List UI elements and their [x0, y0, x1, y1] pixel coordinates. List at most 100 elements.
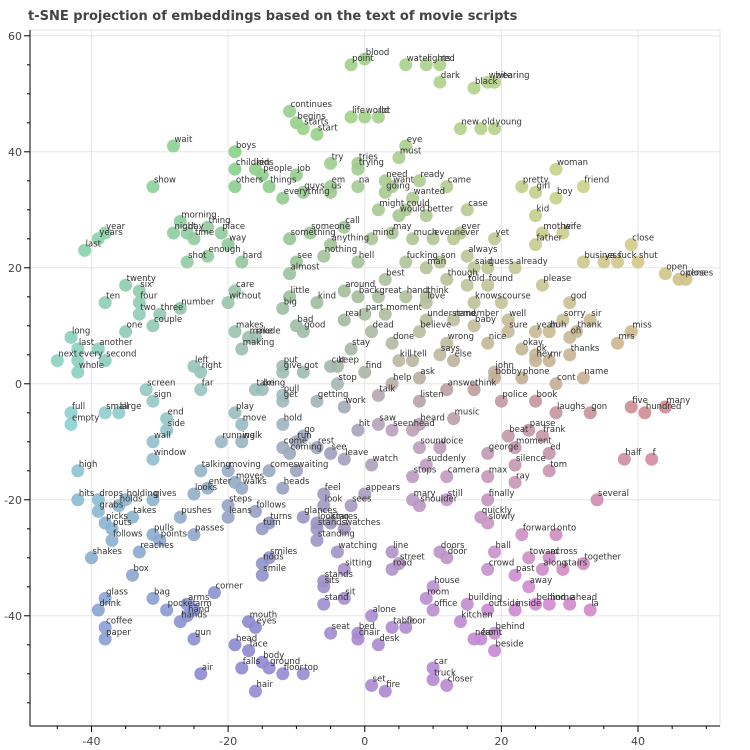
point-wrong: [440, 336, 454, 350]
x-tick-label: -40: [83, 735, 101, 748]
point-lights: [419, 58, 433, 72]
point-label: eyes: [256, 616, 276, 626]
point-label: part: [366, 303, 384, 313]
point-label: boys: [236, 141, 257, 151]
point-moment: [508, 441, 522, 455]
point-label: alone: [373, 605, 396, 615]
point-across: [542, 551, 556, 565]
point-must: [392, 151, 406, 165]
point-steps: [221, 499, 235, 513]
point-label: far: [202, 379, 214, 389]
point-stairs: [556, 562, 570, 576]
point-label: seen: [393, 419, 413, 429]
point-label: year: [106, 222, 125, 232]
point-label: watch: [373, 454, 399, 464]
point-label: us: [332, 181, 342, 191]
point-label: kill: [400, 350, 412, 360]
point-close: [624, 238, 638, 252]
point-label: hard: [243, 251, 262, 261]
point-almost: [283, 267, 297, 281]
point-points: [153, 533, 167, 547]
point-though: [440, 272, 454, 286]
point-nothing: [317, 249, 331, 263]
point-label: twenty: [127, 274, 156, 284]
point-label: thing: [209, 216, 231, 226]
point-label: must: [400, 147, 422, 157]
point-label: small: [106, 402, 129, 412]
point-eye: [399, 139, 413, 153]
point-hey: [529, 354, 543, 368]
point-label: across: [550, 547, 578, 557]
point-front: [474, 632, 488, 646]
point-label: think: [475, 379, 496, 389]
point-last: [71, 342, 85, 356]
point-feel: [317, 487, 331, 501]
point-label: side: [168, 419, 185, 429]
point-label: voice: [441, 437, 464, 447]
point-label: beat: [509, 425, 529, 435]
point-watch: [365, 458, 379, 472]
point-help: [385, 377, 399, 391]
point-label: wife: [564, 222, 582, 232]
point-label: show: [154, 176, 176, 186]
point-hand: [399, 290, 413, 304]
point-label: last: [79, 338, 95, 348]
point-label: else: [455, 350, 472, 360]
point-talk: [371, 388, 385, 402]
point-new: [453, 122, 467, 136]
point-small: [98, 406, 112, 420]
point-label: one: [127, 321, 143, 331]
point-label: ground: [270, 657, 300, 667]
point-another: [91, 342, 105, 356]
point-old: [474, 122, 488, 136]
point-whole: [71, 365, 85, 379]
point-label: way: [229, 234, 246, 244]
point-label: toward: [530, 547, 559, 557]
point-smile: [255, 568, 269, 582]
point-label: comes: [270, 460, 298, 470]
point-label: could: [407, 199, 430, 209]
point-outside: [481, 603, 495, 617]
point-label: mary: [414, 489, 436, 499]
point-think: [467, 383, 481, 397]
point-truck: [426, 673, 440, 687]
point-label: dead: [373, 321, 394, 331]
point-going: [378, 185, 392, 199]
point-label: think: [427, 286, 448, 296]
point-label: leave: [345, 448, 368, 458]
point-label: three: [161, 303, 184, 313]
point-done: [385, 336, 399, 350]
point-label: half: [625, 448, 642, 458]
point-sits: [317, 580, 331, 594]
point-label: help: [393, 373, 411, 383]
point-label: kitchen: [461, 611, 492, 621]
point-right: [194, 365, 208, 379]
point-pretty: [515, 180, 529, 194]
point-show: [146, 180, 160, 194]
point-hell: [351, 255, 365, 269]
point-label: left: [195, 355, 209, 365]
point-follows: [248, 504, 262, 518]
point-morning: [173, 214, 187, 228]
point-label: name: [584, 367, 608, 377]
point-label: got: [304, 361, 319, 371]
point-label: stairs: [564, 558, 588, 568]
point-drink: [91, 603, 105, 617]
point-label: right: [202, 361, 223, 371]
point-label: arms: [188, 593, 210, 603]
point-every: [71, 354, 85, 368]
point-label: mouth: [250, 611, 278, 621]
point-label: son: [441, 251, 456, 261]
point-trying: [351, 162, 365, 176]
point-label: silence: [516, 454, 546, 464]
point-much: [406, 232, 420, 246]
point-label: go: [304, 425, 315, 435]
point-might: [371, 203, 385, 217]
point-label: children: [236, 158, 270, 168]
point-moment: [378, 307, 392, 321]
point-gives: [146, 493, 160, 507]
point-label: great: [379, 286, 402, 296]
point-label: steps: [229, 495, 252, 505]
point-second: [98, 354, 112, 368]
